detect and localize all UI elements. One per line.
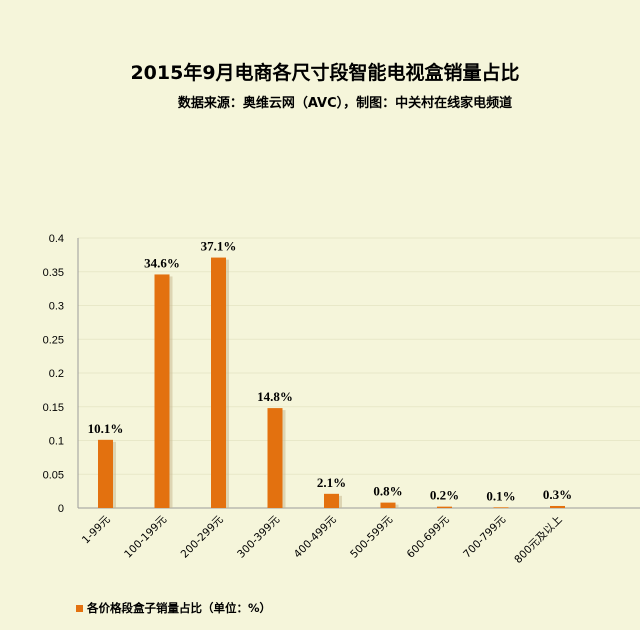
x-tick-label: 800元及以上 <box>512 514 564 566</box>
chart-subtitle: 数据来源：奥维云网（AVC），制图：中关村在线家电频道 <box>177 96 513 111</box>
bar <box>98 439 113 508</box>
x-tick-label: 600-699元 <box>405 513 452 560</box>
y-tick-label: 0.15 <box>43 402 64 414</box>
data-label: 14.8% <box>257 389 293 404</box>
x-tick-label: 300-399元 <box>235 513 282 560</box>
x-tick-label: 500-599元 <box>348 513 395 560</box>
bar <box>211 257 226 508</box>
x-tick-label: 400-499元 <box>292 513 339 560</box>
data-label: 0.3% <box>543 487 572 502</box>
y-tick-label: 0.4 <box>49 233 64 245</box>
x-tick-label: 100-199元 <box>122 513 169 560</box>
data-label: 2.1% <box>317 475 346 490</box>
data-label: 37.1% <box>201 239 237 254</box>
bar <box>324 493 339 508</box>
chart-title: 2015年9月电商各尺寸段智能电视盒销量占比 <box>130 62 520 84</box>
y-tick-label: 0.2 <box>49 368 64 380</box>
legend-label: 各价格段盒子销量占比（单位：%） <box>87 601 272 615</box>
bar <box>437 506 452 508</box>
bar <box>380 502 396 508</box>
x-tick-label: 1-99元 <box>80 513 113 546</box>
bar <box>550 505 565 508</box>
y-tick-label: 0.35 <box>43 267 64 279</box>
y-tick-label: 0.1 <box>49 436 64 448</box>
x-tick-label: 200-299元 <box>179 513 226 560</box>
data-label: 10.1% <box>88 421 124 436</box>
y-tick-label: 0.25 <box>43 334 64 346</box>
x-tick-label: 700-799元 <box>461 513 508 560</box>
data-label: 0.8% <box>373 484 402 499</box>
legend-swatch <box>76 604 83 612</box>
y-tick-label: 0.05 <box>43 469 64 481</box>
data-label: 0.1% <box>486 488 515 503</box>
data-label: 34.6% <box>144 255 180 270</box>
bar <box>493 507 509 508</box>
bar <box>267 408 283 508</box>
y-tick-label: 0.3 <box>49 301 64 313</box>
bar <box>154 274 170 508</box>
data-label: 0.2% <box>430 488 459 503</box>
y-tick-label: 0 <box>58 503 64 515</box>
legend: 各价格段盒子销量占比（单位：%） <box>76 600 271 616</box>
